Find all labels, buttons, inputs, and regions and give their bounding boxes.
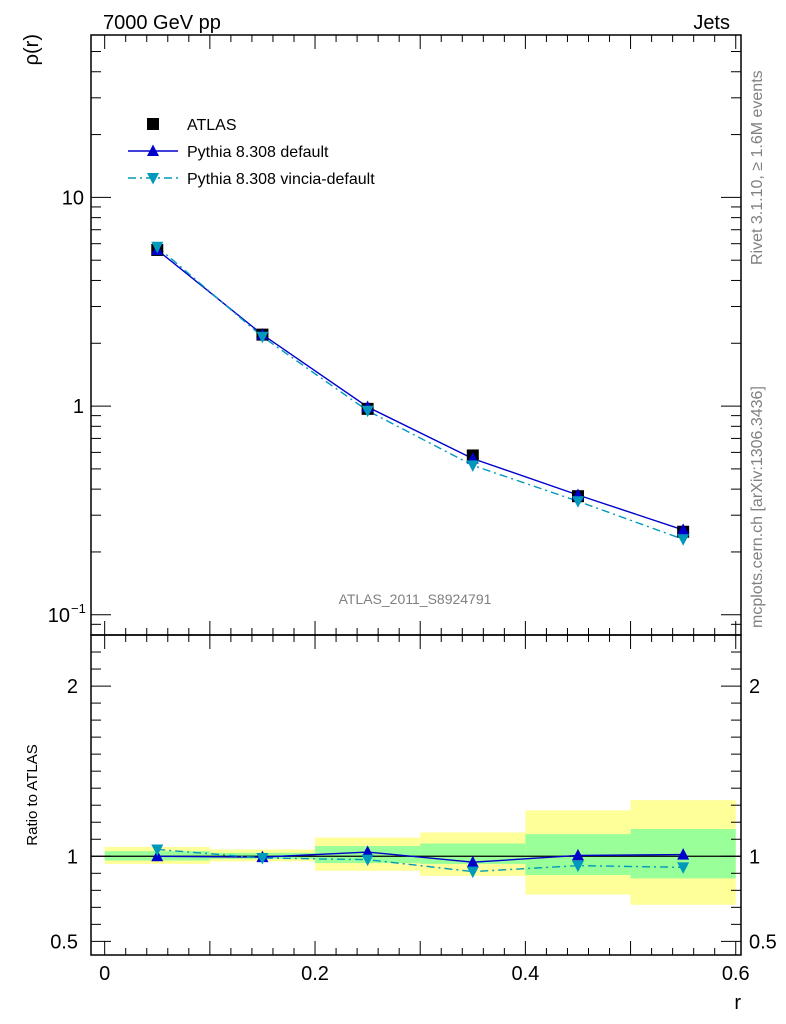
y-tick-label-ratio-right: 2: [749, 676, 760, 698]
series-2-main-line: [156, 246, 684, 540]
series-2-ratio-point: [466, 866, 479, 879]
y-tick-label-ratio-right: 1: [749, 846, 760, 868]
y-tick-label-exponent: −1: [71, 601, 86, 616]
legend-label-2: Pythia 8.308 vincia-default: [187, 171, 375, 188]
series-2-main-point: [571, 496, 584, 508]
legend-marker-0: [147, 118, 159, 130]
series-2-main-point: [256, 331, 269, 344]
series-1-main-point: [677, 523, 690, 535]
legend-label-0: ATLAS: [187, 117, 237, 134]
series-2-main-point: [151, 241, 164, 254]
series-2-main-point: [361, 405, 374, 418]
series-1-ratio-point: [571, 848, 584, 861]
series-2-ratio-point: [151, 844, 164, 856]
series-2-ratio-point: [256, 852, 269, 865]
y-tick-label-main: 1: [73, 396, 84, 418]
y-tick-label-main: 10: [48, 605, 70, 627]
ratio-panel-frame: [90, 634, 742, 956]
ratio-y-axis-label: Ratio to ATLAS: [24, 744, 41, 845]
series-1-ratio-point: [361, 845, 374, 858]
series-2-main-point: [466, 460, 479, 472]
x-axis-label: r: [734, 992, 741, 1014]
mcplots-label: mcplots.cern.ch [arXiv:1306.3436]: [749, 386, 766, 628]
main-y-axis-label: ρ(r): [21, 34, 43, 65]
header-right: Jets: [693, 12, 730, 34]
series-1-ratio-point: [466, 855, 479, 868]
series-1-ratio-point: [677, 848, 690, 860]
series-2-ratio-line: [157, 848, 684, 873]
plot-frames: [90, 34, 742, 956]
series-markers: [151, 241, 690, 879]
legend-marker-2: [147, 173, 159, 185]
y-tick-label-ratio-left: 1: [67, 846, 78, 868]
series-1-ratio-line: [157, 851, 684, 863]
series-2-ratio-point: [571, 860, 584, 873]
legend-label-1: Pythia 8.308 default: [187, 144, 329, 161]
legend-marker-1: [147, 144, 159, 156]
y-tick-label-ratio-right: 0.5: [749, 931, 777, 953]
x-tick-label: 0.4: [511, 963, 539, 985]
series-2-ratio-point: [677, 862, 690, 874]
series-lines: [156, 246, 684, 873]
x-tick-label: 0.2: [301, 963, 329, 985]
series-1-main-line: [156, 249, 684, 531]
header-left: 7000 GeV pp: [103, 12, 221, 34]
y-tick-label-main: 10: [62, 187, 84, 209]
y-tick-label-ratio-left: 2: [67, 676, 78, 698]
rivet-label: Rivet 3.1.10, ≥ 1.6M events: [749, 70, 766, 265]
legend: ATLAS Pythia 8.308 default Pythia 8.308 vi…: [128, 117, 375, 188]
x-tick-label: 0.6: [722, 963, 750, 985]
x-tick-label: 0: [99, 963, 110, 985]
y-tick-label-ratio-left: 0.5: [50, 931, 78, 953]
green-band-3: [420, 843, 526, 864]
series-2-main-point: [677, 534, 690, 546]
watermark: ATLAS_2011_S8924791: [339, 591, 492, 607]
series-2-ratio-point: [361, 854, 374, 867]
